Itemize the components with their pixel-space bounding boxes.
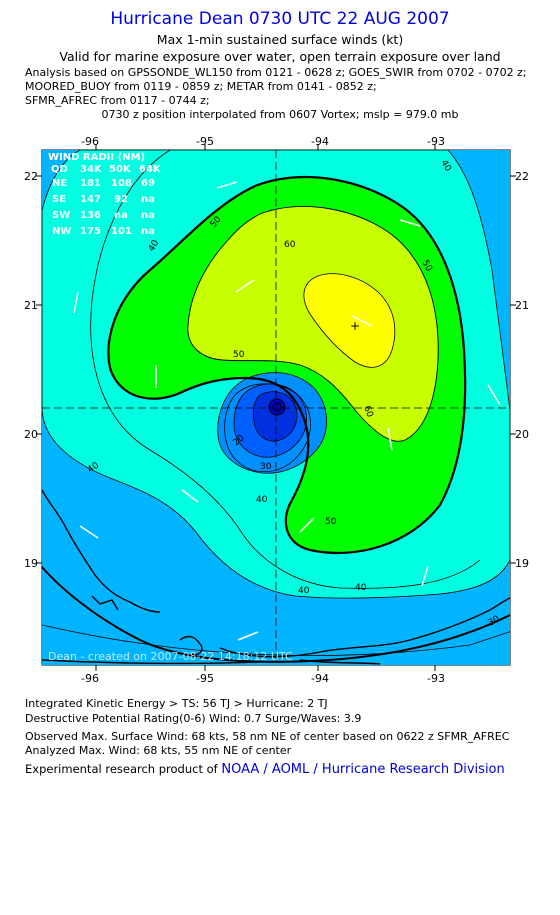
wind-radii-cell: SE <box>52 194 66 205</box>
x-tick-label: -94 <box>311 672 329 685</box>
analyzed-max-wind: Analyzed Max. Wind: 68 kts, 55 nm NE of … <box>25 744 292 757</box>
x-tick-label: -96 <box>81 672 99 685</box>
coastline <box>42 489 510 665</box>
wind-radii-cell: na <box>114 210 128 221</box>
wind-analysis-map: -96 -95 -94 -93 -96 -95 -94 -93 22 21 20… <box>24 135 529 685</box>
chart-title: Hurricane Dean 0730 UTC 22 AUG 2007 <box>110 9 450 29</box>
contour-lines <box>42 150 510 663</box>
wind-radii-header: 64K <box>139 164 162 175</box>
max-wind-marker: + <box>350 319 360 333</box>
observed-max-wind: Observed Max. Surface Wind: 68 kts, 58 n… <box>25 730 510 743</box>
wind-radii-cell: 101 <box>111 226 132 237</box>
ike-line: Integrated Kinetic Energy > TS: 56 TJ > … <box>25 697 328 710</box>
x-tick-label: -96 <box>81 135 99 148</box>
creation-stamp: Dean - created on 2007-08-22 14:18:12 UT… <box>48 650 293 663</box>
wind-radii-cell: 92 <box>114 194 128 205</box>
subtitle-validity: Valid for marine exposure over water, op… <box>59 49 501 64</box>
contour-label: 60 <box>284 240 296 250</box>
wind-radii-header: 50K <box>109 164 132 175</box>
subtitle-winds: Max 1-min sustained surface winds (kt) <box>156 32 404 47</box>
wind-radii-cell: NE <box>52 178 67 189</box>
y-tick-label: 20 <box>515 428 529 441</box>
wind-radii-cell: na <box>141 226 155 237</box>
hurricane-eye <box>268 398 286 416</box>
wind-radii-table: WIND RADII (NM) QD 34K 50K 64K NE 181 10… <box>48 152 162 237</box>
wind-field-core-inner <box>252 391 298 442</box>
contour-label: 60 <box>361 405 374 419</box>
wind-radii-cell: SW <box>52 210 70 221</box>
credit-line: Experimental research product of NOAA / … <box>25 762 505 777</box>
wind-field-60-70 <box>187 206 439 442</box>
wind-radii-cell: 136 <box>80 210 101 221</box>
x-tick-label: -93 <box>427 135 445 148</box>
wind-field-above-70 <box>303 273 396 368</box>
y-tick-label: 20 <box>24 428 38 441</box>
y-tick-label: 21 <box>515 299 529 312</box>
wind-radii-header: 34K <box>80 164 103 175</box>
credit-prefix: Experimental research product of <box>25 762 222 776</box>
wind-radii-cell: 181 <box>80 178 101 189</box>
x-tick-label: -93 <box>427 672 445 685</box>
x-tick-label: -95 <box>196 672 214 685</box>
wind-radii-title: WIND RADII (NM) <box>48 152 145 163</box>
y-tick-label: 19 <box>24 557 38 570</box>
wind-radii-cell: na <box>141 194 155 205</box>
analysis-line: SFMR_AFREC from 0117 - 0744 z; <box>25 94 210 107</box>
wind-radii-cell: 175 <box>80 226 101 237</box>
y-tick-label: 19 <box>515 557 529 570</box>
dpr-line: Destructive Potential Rating(0-6) Wind: … <box>25 712 362 725</box>
y-tick-label: 21 <box>24 299 38 312</box>
center-crosshair <box>42 150 510 665</box>
y-tick-label: 22 <box>24 170 38 183</box>
position-line: 0730 z position interpolated from 0607 V… <box>101 108 459 121</box>
contour-label: 50 <box>325 517 337 527</box>
analysis-line: MOORED_BUOY from 0119 - 0859 z; METAR fr… <box>25 80 377 93</box>
contour-label: 30 <box>260 462 272 472</box>
wind-radii-cell: NW <box>52 226 71 237</box>
contour-label: 40 <box>355 583 367 593</box>
axis-ticks <box>36 144 516 671</box>
hrd-link[interactable]: NOAA / AOML / Hurricane Research Divisio… <box>221 762 505 777</box>
wind-radii-cell: 108 <box>111 178 132 189</box>
analysis-line: Analysis based on GPSSONDE_WL150 from 01… <box>25 66 527 79</box>
wind-radii-cell: 147 <box>80 194 101 205</box>
wind-vectors <box>73 181 501 641</box>
contour-label: 40 <box>298 586 310 596</box>
wind-radii-cell: 69 <box>141 178 155 189</box>
contour-label: 40 <box>256 495 268 505</box>
contour-label: 50 <box>233 350 245 360</box>
x-tick-label: -94 <box>311 135 329 148</box>
wind-radii-header: QD <box>51 164 68 175</box>
y-tick-label: 22 <box>515 170 529 183</box>
x-tick-label: -95 <box>196 135 214 148</box>
wind-radii-cell: na <box>141 210 155 221</box>
